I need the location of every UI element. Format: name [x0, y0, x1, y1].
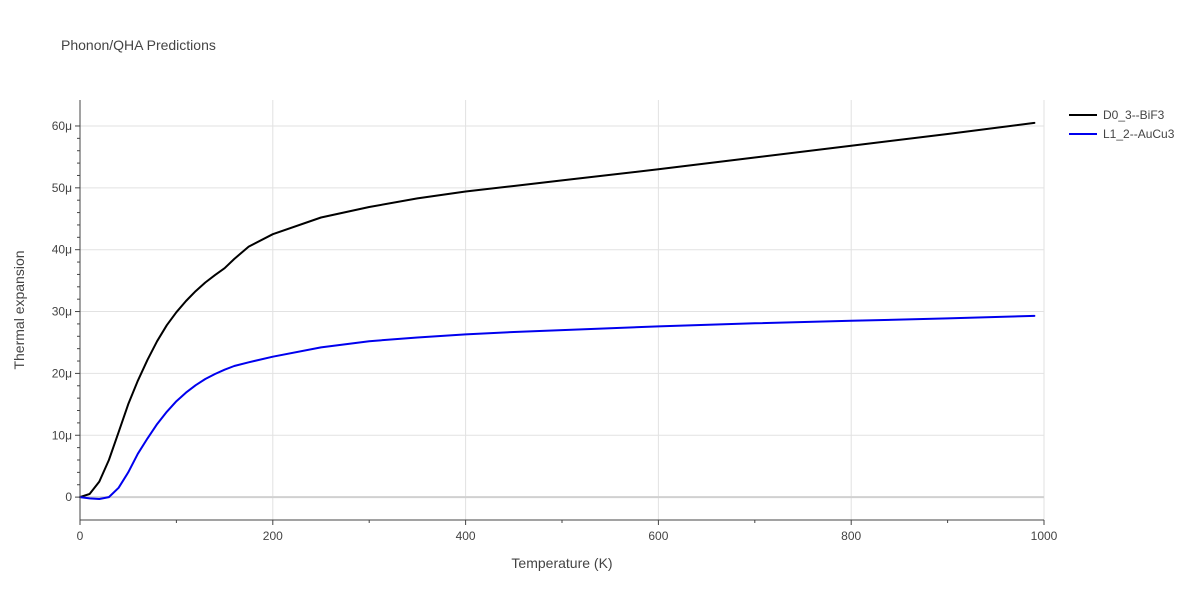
- x-tick-label: 800: [841, 529, 861, 543]
- x-tick-label: 0: [77, 529, 84, 543]
- series-line-d0-3-bif3[interactable]: [79, 121, 1036, 499]
- legend-label: L1_2--AuCu3: [1103, 127, 1175, 141]
- y-tick-label: 20μ: [52, 366, 72, 380]
- x-tick-label: 600: [648, 529, 668, 543]
- x-tick-label: 1000: [1031, 529, 1058, 543]
- chart-title: Phonon/QHA Predictions: [61, 37, 216, 53]
- legend-item[interactable]: D0_3--BiF3: [1069, 108, 1165, 122]
- y-tick-label: 50μ: [52, 181, 72, 195]
- y-tick-label: 10μ: [52, 428, 72, 442]
- series-line-l1-2-aucu3[interactable]: [79, 314, 1036, 500]
- y-tick-label: 30μ: [52, 305, 72, 319]
- x-tick-label: 400: [456, 529, 476, 543]
- grid-lines: [80, 100, 1045, 520]
- plot-area: [79, 121, 1036, 500]
- y-axis-title: Thermal expansion: [11, 250, 27, 369]
- x-tick-label: 200: [263, 529, 283, 543]
- x-axis-title: Temperature (K): [511, 555, 612, 571]
- y-tick-label: 0: [65, 490, 72, 504]
- y-tick-label: 40μ: [52, 243, 72, 257]
- legend-label: D0_3--BiF3: [1103, 108, 1165, 122]
- tick-labels: 0 200 400 600 800 1000 0 10μ 20μ 30μ 40μ 50μ 60μ: [52, 119, 1058, 543]
- axes: [79, 100, 1044, 521]
- legend-item[interactable]: L1_2--AuCu3: [1069, 127, 1175, 141]
- y-tick-label: 60μ: [52, 119, 72, 133]
- legend: D0_3--BiF3 L1_2--AuCu3: [1069, 108, 1175, 141]
